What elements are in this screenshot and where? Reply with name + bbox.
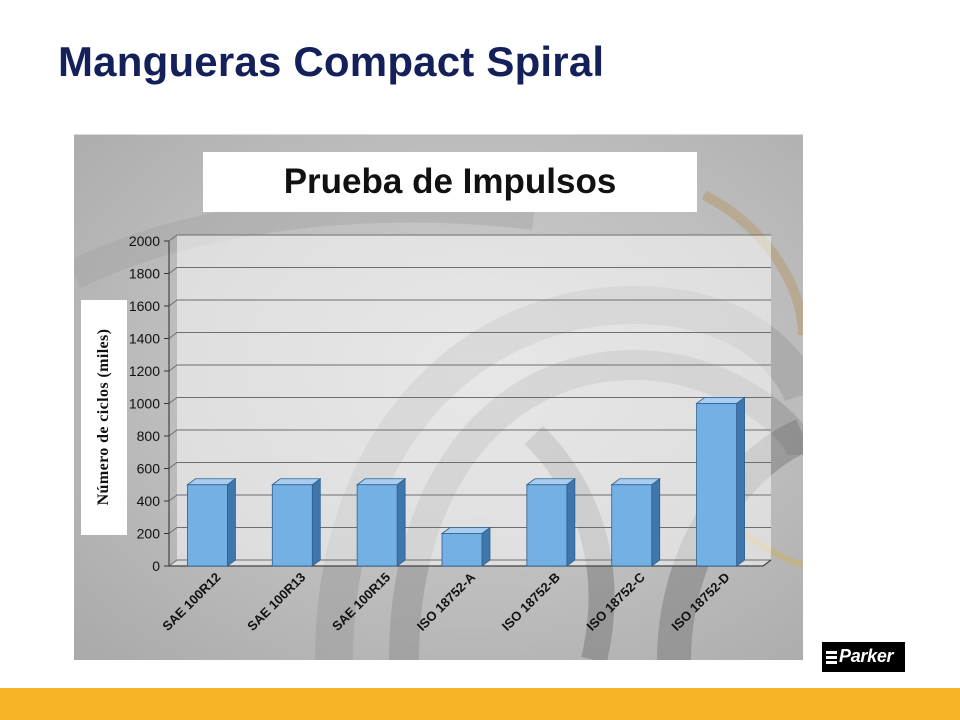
bar-top: [271, 478, 322, 486]
y-tick-label: 600: [137, 461, 161, 477]
bar-top: [355, 478, 407, 486]
bar: [695, 396, 746, 567]
gridline: [168, 299, 771, 307]
gridline: [168, 234, 771, 242]
parker-logo-icon: Parker: [822, 642, 905, 672]
x-tick-label: SAE 100R13: [244, 570, 308, 634]
chart-title: Prueba de Impulsos: [283, 162, 617, 201]
y-tick-label: 0: [152, 558, 160, 574]
gridline: [168, 267, 771, 274]
bar: [610, 477, 661, 567]
y-axis-label: Número de ciclos (miles): [95, 328, 112, 506]
bar: [186, 477, 237, 567]
plot-area: [169, 235, 771, 566]
x-tick-label: ISO 18752-B: [499, 570, 563, 634]
bar-top: [440, 527, 492, 534]
bar-side: [481, 526, 491, 567]
bar-face: [611, 484, 653, 567]
footer-bar: [0, 688, 960, 720]
y-tick-label: 1600: [129, 298, 160, 314]
bar: [525, 477, 577, 567]
y-tick-label: 1400: [129, 331, 160, 347]
bar-top: [186, 478, 237, 486]
y-axis-label-box: Número de ciclos (miles): [81, 300, 127, 535]
bar-top: [695, 397, 746, 404]
y-tick-label: 200: [137, 526, 161, 542]
bar-face: [441, 533, 483, 567]
y-tick-label: 400: [137, 493, 161, 509]
bar-side: [566, 477, 576, 567]
gridline: [168, 332, 771, 339]
gridline: [168, 397, 771, 404]
page-title: Mangueras Compact Spiral: [58, 38, 605, 85]
chart-title-box: Prueba de Impulsos: [203, 152, 697, 212]
bar-face: [187, 484, 228, 567]
bar-side: [736, 396, 745, 567]
bar-top: [525, 478, 577, 486]
bar-face: [696, 403, 737, 567]
gridline: [168, 429, 771, 437]
gridline: [168, 364, 771, 372]
bar-face: [271, 484, 313, 567]
x-tick-label: SAE 100R12: [159, 570, 223, 634]
y-tick-label: 1200: [129, 363, 160, 379]
bar-side: [651, 477, 661, 567]
bar-top: [610, 478, 661, 486]
chart-panel: 0 200 400 600 800 1000 1200 1400 1600 1800 2000 SA…: [74, 134, 803, 660]
y-tick-label: 1000: [129, 396, 160, 412]
gridline: [168, 462, 771, 469]
bar-chart: 0 200 400 600 800 1000 1200 1400 1600 1800 2000 SA…: [74, 190, 803, 660]
y-tick-label: 1800: [129, 266, 160, 282]
bar: [440, 526, 492, 567]
logo-text: Parker: [839, 646, 894, 666]
bar-face: [526, 484, 568, 567]
bar-side: [396, 477, 406, 567]
bar-face: [356, 484, 398, 567]
y-tick-label: 2000: [129, 233, 160, 249]
bar: [355, 477, 407, 567]
y-tick-label: 800: [137, 428, 161, 444]
bar-side: [227, 477, 236, 567]
bar: [271, 477, 322, 567]
bar-side: [311, 477, 321, 567]
